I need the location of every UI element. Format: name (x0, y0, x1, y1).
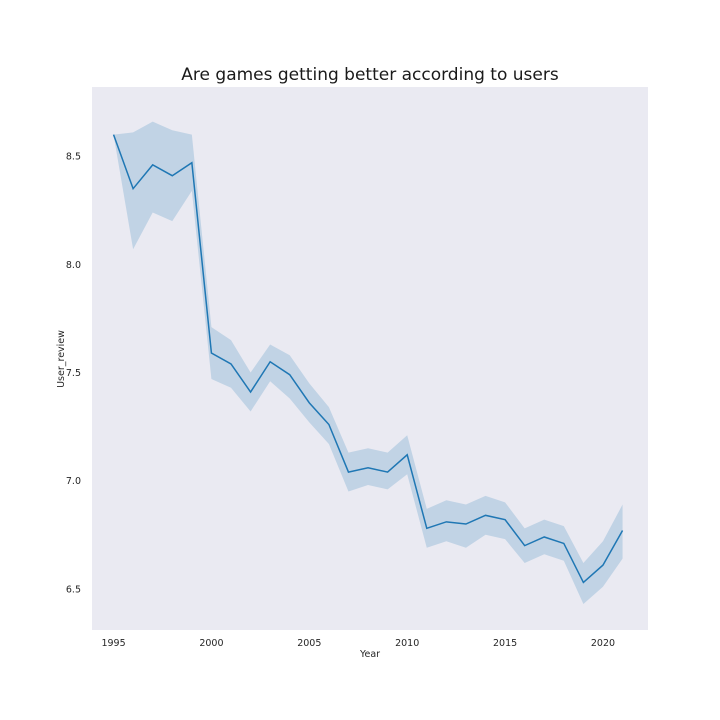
y-tick-label: 7.0 (66, 476, 81, 487)
x-tick-label: 2010 (395, 638, 419, 649)
y-tick-label: 6.5 (66, 584, 81, 595)
x-tick-label: 2020 (591, 638, 615, 649)
plot-area (92, 87, 648, 630)
chart-title: Are games getting better according to us… (181, 65, 559, 85)
series-line-layer (112, 134, 624, 584)
y-tick-label: 8.5 (66, 152, 81, 163)
y-axis-label: User_review (56, 330, 67, 388)
y-axis-ticks: 6.5 7.0 7.5 8.0 8.5 (66, 152, 81, 596)
confidence-band (113, 121, 623, 605)
x-axis-ticks: 1995 2000 2005 2010 2015 2020 (101, 638, 615, 649)
confidence-band-layer (113, 121, 623, 605)
x-tick-label: 1995 (101, 638, 125, 649)
x-tick-label: 2000 (199, 638, 223, 649)
x-tick-label: 2015 (493, 638, 517, 649)
series-line (112, 134, 624, 584)
x-tick-label: 2005 (297, 638, 321, 649)
y-tick-label: 7.5 (66, 368, 81, 379)
x-axis-label: Year (359, 649, 380, 660)
y-tick-label: 8.0 (66, 260, 81, 271)
